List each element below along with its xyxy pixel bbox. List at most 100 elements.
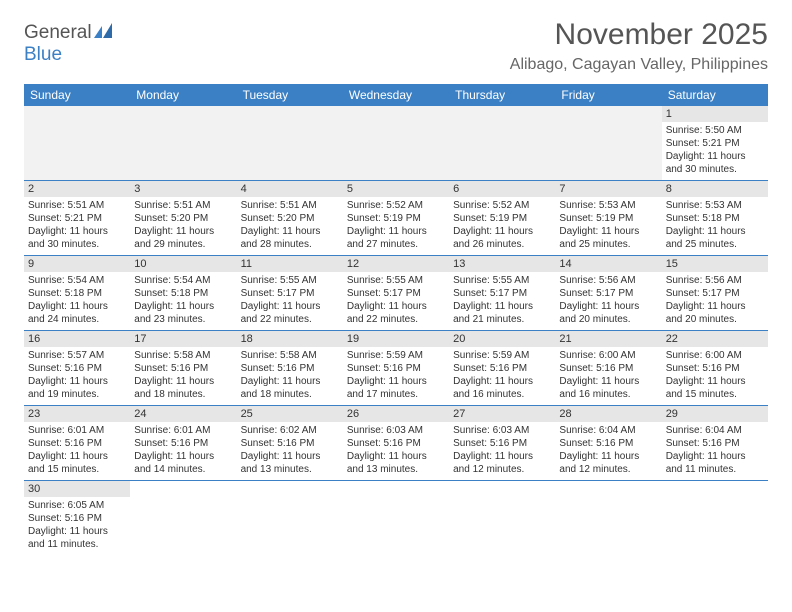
day-details: Sunrise: 5:55 AMSunset: 5:17 PMDaylight:… xyxy=(343,272,449,330)
sunset-line: Sunset: 5:16 PM xyxy=(347,363,421,374)
sunrise-line: Sunrise: 6:05 AM xyxy=(28,500,104,511)
sunrise-line: Sunrise: 5:52 AM xyxy=(453,200,529,211)
day-cell: 30Sunrise: 6:05 AMSunset: 5:16 PMDayligh… xyxy=(24,481,130,556)
day-cell: 20Sunrise: 5:59 AMSunset: 5:16 PMDayligh… xyxy=(449,331,555,406)
day-cell: .. xyxy=(343,106,449,181)
day-number: 7 xyxy=(555,181,661,197)
day-cell: 29Sunrise: 6:04 AMSunset: 5:16 PMDayligh… xyxy=(662,406,768,481)
day-details: Sunrise: 6:03 AMSunset: 5:16 PMDaylight:… xyxy=(343,422,449,480)
sunset-line: Sunset: 5:16 PM xyxy=(453,438,527,449)
daylight-line: Daylight: 11 hours and 25 minutes. xyxy=(559,226,639,250)
sunset-line: Sunset: 5:20 PM xyxy=(134,213,208,224)
sunset-line: Sunset: 5:20 PM xyxy=(241,213,315,224)
daylight-line: Daylight: 11 hours and 18 minutes. xyxy=(241,376,321,400)
sunrise-line: Sunrise: 6:00 AM xyxy=(559,350,635,361)
day-number: 22 xyxy=(662,331,768,347)
day-number: 15 xyxy=(662,256,768,272)
sunrise-line: Sunrise: 5:55 AM xyxy=(241,275,317,286)
week-row: 30Sunrise: 6:05 AMSunset: 5:16 PMDayligh… xyxy=(24,481,768,556)
day-cell: 10Sunrise: 5:54 AMSunset: 5:18 PMDayligh… xyxy=(130,256,236,331)
daylight-line: Daylight: 11 hours and 17 minutes. xyxy=(347,376,427,400)
daylight-line: Daylight: 11 hours and 16 minutes. xyxy=(559,376,639,400)
day-cell: .. xyxy=(130,481,236,556)
day-cell: 22Sunrise: 6:00 AMSunset: 5:16 PMDayligh… xyxy=(662,331,768,406)
daylight-line: Daylight: 11 hours and 18 minutes. xyxy=(134,376,214,400)
sunrise-line: Sunrise: 6:00 AM xyxy=(666,350,742,361)
month-title: November 2025 xyxy=(510,18,768,52)
day-number: 6 xyxy=(449,181,555,197)
day-details: Sunrise: 5:59 AMSunset: 5:16 PMDaylight:… xyxy=(449,347,555,405)
sunrise-line: Sunrise: 5:55 AM xyxy=(347,275,423,286)
sunset-line: Sunset: 5:17 PM xyxy=(347,288,421,299)
day-number: 10 xyxy=(130,256,236,272)
sunset-line: Sunset: 5:16 PM xyxy=(134,363,208,374)
day-number: 5 xyxy=(343,181,449,197)
day-details: Sunrise: 5:50 AMSunset: 5:21 PMDaylight:… xyxy=(662,122,768,180)
weekday-header: Tuesday xyxy=(237,84,343,106)
day-cell: 2Sunrise: 5:51 AMSunset: 5:21 PMDaylight… xyxy=(24,181,130,256)
day-number: 19 xyxy=(343,331,449,347)
day-cell: .. xyxy=(449,106,555,181)
weekday-header: Monday xyxy=(130,84,236,106)
day-number: 9 xyxy=(24,256,130,272)
day-details: Sunrise: 5:55 AMSunset: 5:17 PMDaylight:… xyxy=(449,272,555,330)
day-number: 18 xyxy=(237,331,343,347)
sunset-line: Sunset: 5:16 PM xyxy=(453,363,527,374)
sunset-line: Sunset: 5:16 PM xyxy=(28,438,102,449)
sunrise-line: Sunrise: 5:51 AM xyxy=(28,200,104,211)
sunset-line: Sunset: 5:19 PM xyxy=(347,213,421,224)
day-cell: 3Sunrise: 5:51 AMSunset: 5:20 PMDaylight… xyxy=(130,181,236,256)
daylight-line: Daylight: 11 hours and 19 minutes. xyxy=(28,376,108,400)
sunrise-line: Sunrise: 5:56 AM xyxy=(559,275,635,286)
daylight-line: Daylight: 11 hours and 11 minutes. xyxy=(666,451,746,475)
sunset-line: Sunset: 5:16 PM xyxy=(28,513,102,524)
sunrise-line: Sunrise: 5:51 AM xyxy=(241,200,317,211)
day-cell: 26Sunrise: 6:03 AMSunset: 5:16 PMDayligh… xyxy=(343,406,449,481)
sunrise-line: Sunrise: 5:56 AM xyxy=(666,275,742,286)
calendar-table: SundayMondayTuesdayWednesdayThursdayFrid… xyxy=(24,84,768,555)
day-details: Sunrise: 5:51 AMSunset: 5:21 PMDaylight:… xyxy=(24,197,130,255)
day-details: Sunrise: 6:01 AMSunset: 5:16 PMDaylight:… xyxy=(130,422,236,480)
week-row: 2Sunrise: 5:51 AMSunset: 5:21 PMDaylight… xyxy=(24,181,768,256)
daylight-line: Daylight: 11 hours and 20 minutes. xyxy=(666,301,746,325)
day-details: Sunrise: 6:02 AMSunset: 5:16 PMDaylight:… xyxy=(237,422,343,480)
day-number: 2 xyxy=(24,181,130,197)
sunrise-line: Sunrise: 6:01 AM xyxy=(28,425,104,436)
weekday-header: Wednesday xyxy=(343,84,449,106)
daylight-line: Daylight: 11 hours and 20 minutes. xyxy=(559,301,639,325)
daylight-line: Daylight: 11 hours and 21 minutes. xyxy=(453,301,533,325)
sunset-line: Sunset: 5:17 PM xyxy=(453,288,527,299)
daylight-line: Daylight: 11 hours and 13 minutes. xyxy=(241,451,321,475)
day-details: Sunrise: 5:53 AMSunset: 5:18 PMDaylight:… xyxy=(662,197,768,255)
day-details: Sunrise: 5:54 AMSunset: 5:18 PMDaylight:… xyxy=(24,272,130,330)
sunrise-line: Sunrise: 5:54 AM xyxy=(134,275,210,286)
sunrise-line: Sunrise: 5:57 AM xyxy=(28,350,104,361)
day-number: 13 xyxy=(449,256,555,272)
day-details: Sunrise: 6:00 AMSunset: 5:16 PMDaylight:… xyxy=(555,347,661,405)
sunset-line: Sunset: 5:16 PM xyxy=(28,363,102,374)
day-cell: .. xyxy=(555,106,661,181)
day-cell: 7Sunrise: 5:53 AMSunset: 5:19 PMDaylight… xyxy=(555,181,661,256)
day-cell: 28Sunrise: 6:04 AMSunset: 5:16 PMDayligh… xyxy=(555,406,661,481)
day-number: 16 xyxy=(24,331,130,347)
day-details: Sunrise: 5:53 AMSunset: 5:19 PMDaylight:… xyxy=(555,197,661,255)
sunset-line: Sunset: 5:17 PM xyxy=(559,288,633,299)
day-details: Sunrise: 5:56 AMSunset: 5:17 PMDaylight:… xyxy=(662,272,768,330)
day-details: Sunrise: 6:00 AMSunset: 5:16 PMDaylight:… xyxy=(662,347,768,405)
header: GeneralBlue November 2025 Alibago, Cagay… xyxy=(24,18,768,74)
calendar-page: GeneralBlue November 2025 Alibago, Cagay… xyxy=(0,0,792,573)
daylight-line: Daylight: 11 hours and 22 minutes. xyxy=(241,301,321,325)
logo-text-2: Blue xyxy=(24,44,62,65)
daylight-line: Daylight: 11 hours and 14 minutes. xyxy=(134,451,214,475)
logo: GeneralBlue xyxy=(24,22,116,66)
day-cell: 8Sunrise: 5:53 AMSunset: 5:18 PMDaylight… xyxy=(662,181,768,256)
sunset-line: Sunset: 5:18 PM xyxy=(666,213,740,224)
day-details: Sunrise: 5:52 AMSunset: 5:19 PMDaylight:… xyxy=(449,197,555,255)
daylight-line: Daylight: 11 hours and 25 minutes. xyxy=(666,226,746,250)
logo-sail-icon xyxy=(94,22,116,43)
day-number: 27 xyxy=(449,406,555,422)
day-details: Sunrise: 5:55 AMSunset: 5:17 PMDaylight:… xyxy=(237,272,343,330)
weekday-header: Saturday xyxy=(662,84,768,106)
day-cell: 15Sunrise: 5:56 AMSunset: 5:17 PMDayligh… xyxy=(662,256,768,331)
day-number: 30 xyxy=(24,481,130,497)
